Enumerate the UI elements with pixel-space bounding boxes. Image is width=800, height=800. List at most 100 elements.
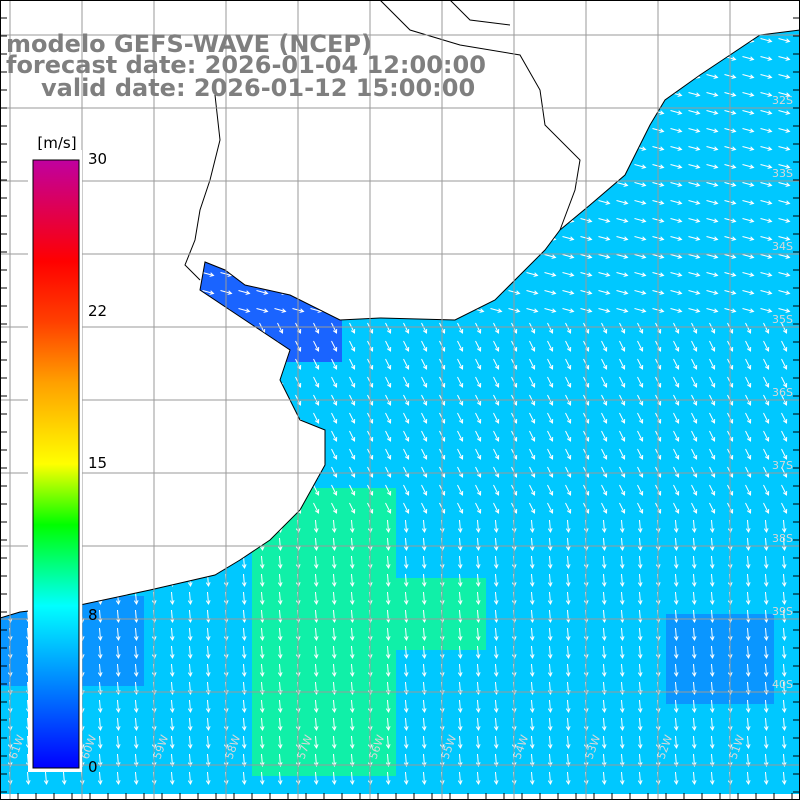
wind-speed-cell [666, 164, 684, 182]
wind-arrow-head [764, 454, 770, 460]
wind-arrow [403, 430, 409, 442]
wind-speed-cell [648, 542, 666, 560]
wind-speed-cell [630, 200, 648, 218]
wind-arrow-head [749, 110, 755, 115]
wind-arrow-head [350, 436, 356, 442]
wind-arrow [711, 555, 713, 569]
wind-arrow-head [259, 654, 265, 660]
wind-speed-cell [414, 434, 432, 452]
wind-arrow [189, 627, 191, 641]
wind-speed-cell [342, 362, 360, 380]
wind-speed-cell [234, 650, 252, 668]
wind-speed-cell [378, 416, 396, 434]
wind-arrow-head [530, 382, 536, 388]
wind-arrow-head [97, 636, 103, 642]
wind-speed-cell [630, 776, 648, 794]
wind-arrow-head [764, 418, 770, 424]
wind-speed-cell [90, 776, 108, 794]
wind-arrow-head [458, 328, 464, 334]
wind-arrow [549, 537, 551, 551]
wind-speed-cell [306, 650, 324, 668]
wind-speed-cell [594, 614, 612, 632]
wind-speed-cell [630, 416, 648, 434]
wind-speed-cell [756, 218, 774, 236]
wind-arrow [706, 92, 718, 96]
wind-speed-cell [792, 434, 800, 452]
wind-speed-cell [738, 164, 756, 182]
wind-arrow [475, 466, 481, 478]
wind-speed-cell [558, 722, 576, 740]
wind-arrow [549, 573, 551, 587]
wind-arrow [688, 182, 700, 186]
wind-arrow [565, 376, 571, 388]
wind-arrow-head [404, 400, 410, 406]
wind-arrow-head [476, 382, 482, 388]
wind-speed-cell [450, 776, 468, 794]
wind-speed-cell [594, 272, 612, 290]
wind-arrow [619, 412, 625, 424]
wind-arrow-head [331, 618, 337, 624]
wind-arrow-head [695, 254, 701, 259]
wind-arrow [688, 92, 700, 96]
wind-speed-cell [630, 470, 648, 488]
wind-speed-cell [252, 290, 270, 308]
wind-speed-cell [144, 704, 162, 722]
wind-arrow [634, 290, 646, 294]
wind-arrow [567, 537, 569, 551]
wind-speed-cell [126, 596, 144, 614]
wind-arrow [117, 627, 119, 641]
wind-arrow-head [386, 364, 392, 370]
wind-speed-cell [774, 182, 792, 200]
wind-speed-cell [270, 578, 288, 596]
wind-speed-cell [612, 686, 630, 704]
wind-arrow-head [731, 254, 737, 259]
wind-speed-cell [432, 362, 450, 380]
wind-arrow [675, 609, 677, 623]
wind-speed-cell [558, 290, 576, 308]
wind-speed-cell [468, 308, 486, 326]
wind-speed-cell [576, 506, 594, 524]
wind-speed-cell [702, 326, 720, 344]
wind-speed-cell [522, 524, 540, 542]
wind-arrow-head [619, 564, 625, 570]
wind-speed-cell [522, 668, 540, 686]
wind-arrow [331, 448, 337, 460]
wind-arrow [475, 358, 481, 370]
wind-arrow [781, 358, 787, 370]
wind-speed-cell [486, 560, 504, 578]
wind-arrow [421, 502, 427, 514]
wind-arrow-head [677, 308, 683, 313]
wind-arrow [745, 502, 751, 514]
wind-arrow [673, 412, 679, 424]
wind-arrow-head [695, 146, 701, 151]
wind-arrow [619, 430, 625, 442]
wind-arrow-head [641, 164, 647, 169]
wind-speed-cell [504, 308, 522, 326]
wind-arrow-head [731, 308, 737, 313]
wind-speed-cell [432, 524, 450, 542]
wind-arrow-head [133, 636, 139, 642]
wind-arrow-head [764, 328, 770, 334]
wind-arrow [351, 573, 353, 587]
wind-speed-cell [450, 434, 468, 452]
wind-arrow [403, 340, 409, 352]
wind-arrow [171, 609, 173, 623]
wind-arrow-head [641, 200, 647, 205]
wind-arrow-head [677, 146, 683, 151]
wind-speed-cell [558, 758, 576, 776]
wind-speed-cell [450, 578, 468, 596]
wind-arrow-head [641, 290, 647, 295]
wind-arrow-head [475, 564, 481, 570]
wind-arrow-head [331, 528, 337, 534]
wind-arrow-head [476, 472, 482, 478]
wind-arrow-head [529, 600, 535, 606]
wind-speed-cell [738, 74, 756, 92]
wind-speed-cell [504, 380, 522, 398]
wind-arrow-head [767, 128, 773, 133]
wind-arrow-head [713, 128, 719, 133]
wind-speed-cell [90, 686, 108, 704]
wind-speed-cell [630, 578, 648, 596]
wind-arrow-head [713, 74, 719, 79]
wind-arrow [565, 430, 571, 442]
wind-speed-cell [666, 434, 684, 452]
